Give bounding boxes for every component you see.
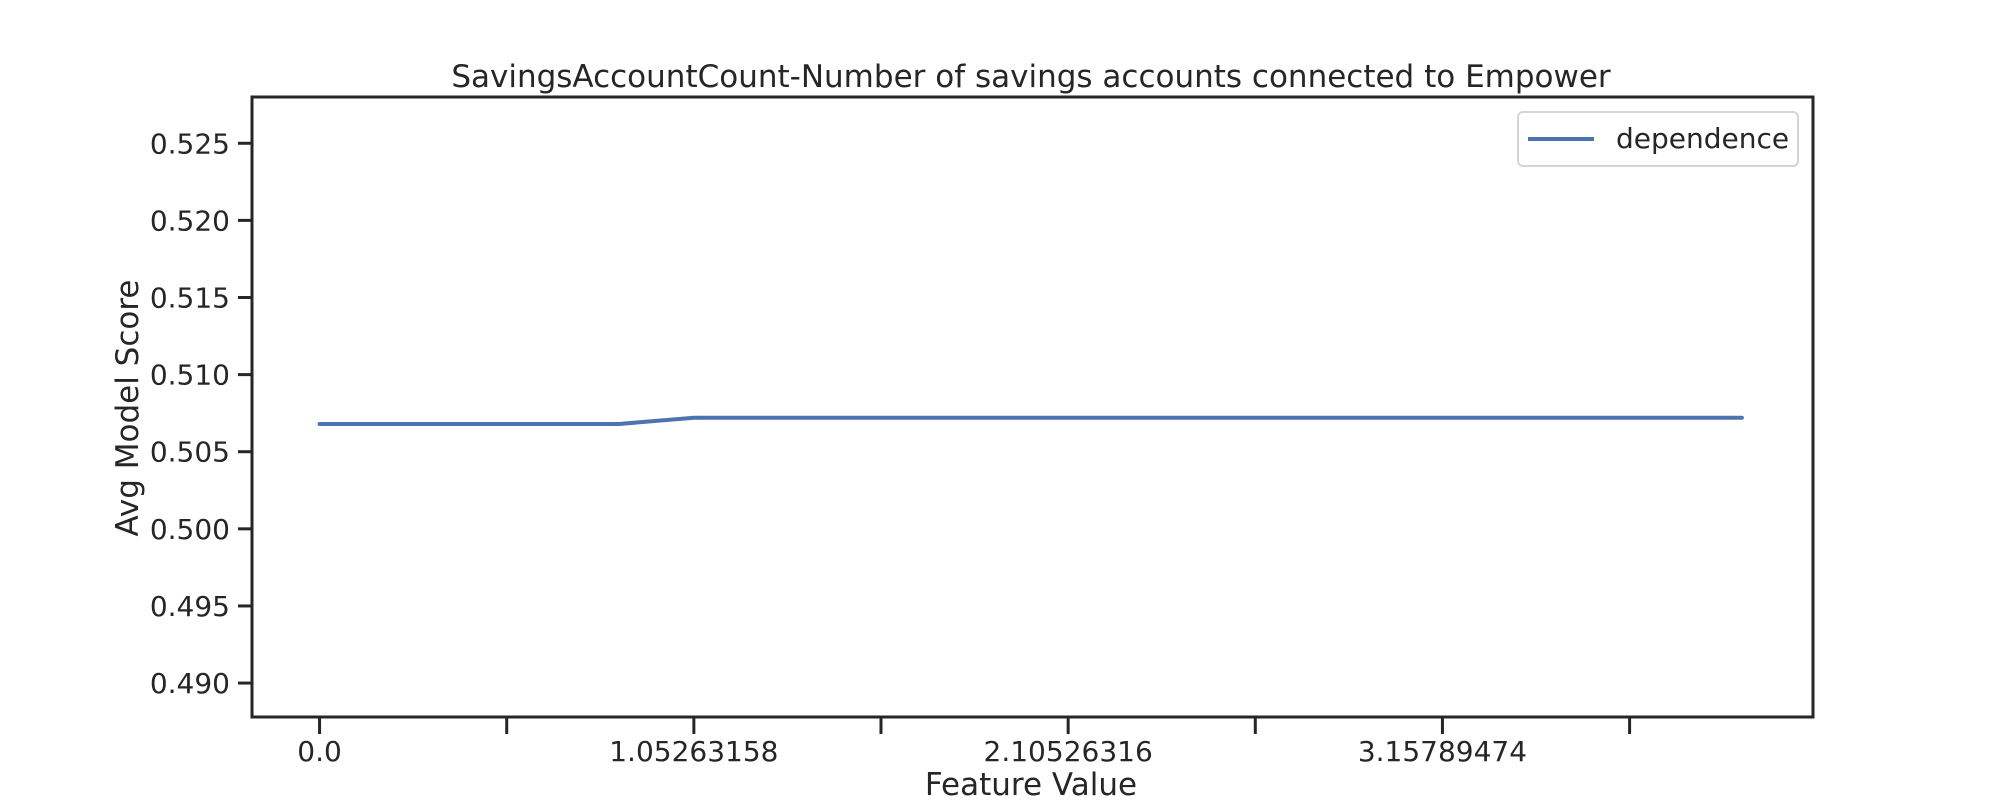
y-tick-label: 0.495 [150,590,230,623]
x-axis-title: Feature Value [925,767,1137,800]
y-tick-label: 0.490 [150,667,230,700]
y-axis-ticks: 0.490 0.495 0.500 0.505 0.510 0.515 0.520 0.525 [150,127,252,700]
x-axis-ticks: 0.0 1.05263158 2.10526316 3.15789474 [297,717,1632,768]
x-tick-label: 1.05263158 [609,735,778,768]
chart-title: SavingsAccountCount-Number of savings ac… [451,59,1611,95]
y-tick-label: 0.510 [150,359,230,392]
y-axis-title: Avg Model Score [110,279,146,536]
legend: dependence [1517,111,1799,167]
legend-box [1517,111,1799,167]
series-line-dependence [317,415,1744,426]
y-tick-label: 0.520 [150,204,230,237]
x-tick-label: 0.0 [297,735,342,768]
plot-frame [250,95,1815,719]
y-tick-label: 0.515 [150,281,230,314]
y-tick-label: 0.500 [150,513,230,546]
x-tick-label: 3.15789474 [1358,735,1527,768]
x-tick-label: 2.10526316 [984,735,1153,768]
y-tick-label: 0.525 [150,127,230,160]
series-layer [317,415,1744,426]
legend-label-dependence: dependence [1616,122,1789,155]
y-tick-label: 0.505 [150,436,230,469]
